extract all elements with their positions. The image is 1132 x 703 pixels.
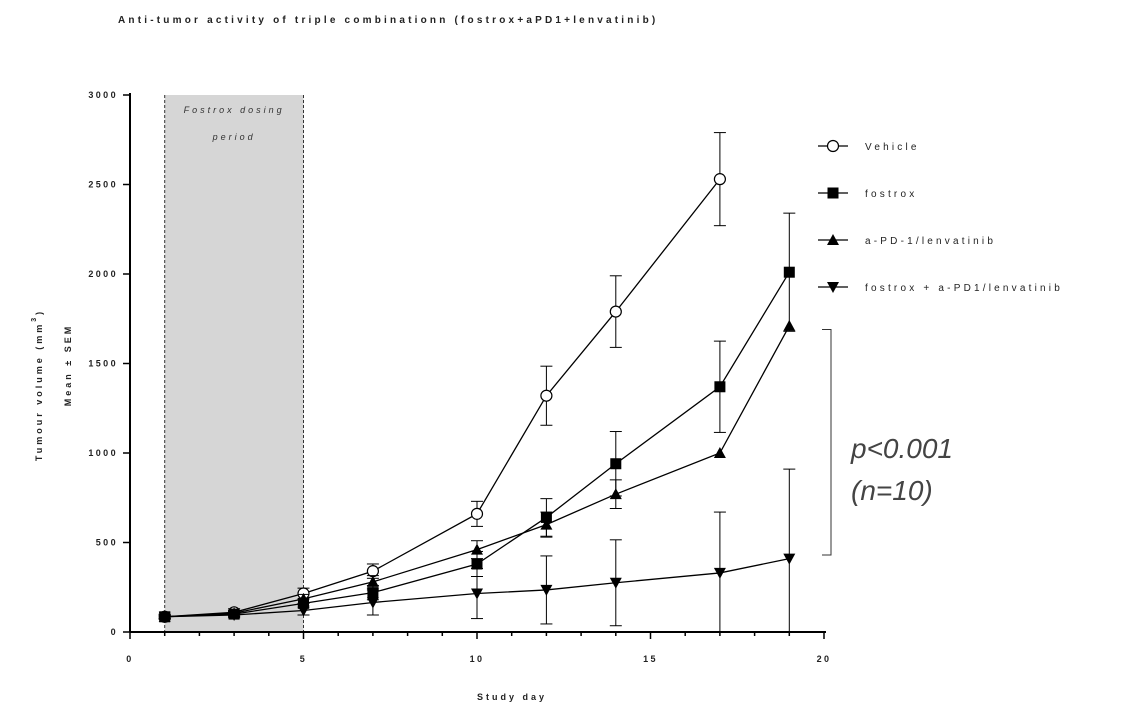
data-point	[609, 305, 622, 318]
legend-item: fostrox + a-PD1/lenvatinib	[818, 282, 1063, 294]
data-point	[366, 597, 379, 609]
plot-area: Fostrox dosing period 0 5 10 15 20 0 500 1000 1500…	[88, 90, 832, 664]
data-point	[297, 605, 310, 617]
legend-label: fostrox + a-PD1/lenvatinib	[865, 283, 1063, 294]
significance-annotation: p<0.001 (n=10)	[822, 328, 953, 556]
x-tick-label: 0	[126, 654, 133, 664]
data-point	[540, 584, 553, 596]
legend-label: Vehicle	[865, 142, 920, 153]
data-point	[714, 381, 726, 393]
legend-marker	[827, 187, 839, 199]
data-point	[713, 567, 726, 579]
y-axis-label-close: )	[34, 309, 44, 315]
y-axis-label-line1: Tumour volume (mm3)	[31, 309, 44, 461]
chart-title: Anti-tumor activity of triple combinatio…	[118, 15, 658, 26]
data-point	[471, 543, 483, 555]
dosing-period-shade	[164, 95, 304, 632]
legend-item: Vehicle	[818, 139, 920, 153]
data-point	[366, 575, 379, 587]
y-axis-label-superscript: 3	[31, 315, 38, 322]
y-tick-label: 2000	[88, 269, 118, 279]
legend-label: a-PD-1/lenvatinib	[865, 236, 996, 247]
y-axis-label-main: Tumour volume (mm	[34, 322, 44, 461]
x-tick-label: 15	[643, 654, 658, 664]
x-axis-label: Study day	[477, 692, 547, 702]
legend-label: fostrox	[865, 189, 917, 200]
dosing-period-label-line1: Fostrox dosing	[184, 105, 285, 115]
series-line	[164, 178, 721, 618]
data-point	[783, 266, 795, 278]
x-tick-label: 10	[470, 654, 485, 664]
data-point	[471, 588, 483, 600]
legend: Vehicle fostrox a-PD-1/lenvatinib fostrox +…	[818, 139, 1063, 294]
legend-item: a-PD-1/lenvatinib	[818, 234, 996, 247]
data-point	[713, 447, 726, 458]
significance-bracket	[822, 328, 832, 556]
y-tick-label: 2500	[88, 180, 118, 190]
legend-marker	[827, 282, 839, 293]
legend-marker	[827, 234, 839, 245]
legend-marker	[826, 139, 840, 153]
data-point	[158, 611, 171, 623]
data-point	[783, 553, 796, 565]
svg-text:Tumour volume (mm3): Tumour volume (mm3)	[31, 309, 44, 461]
data-point	[610, 458, 622, 470]
y-tick-label: 0	[111, 627, 118, 637]
data-point	[297, 592, 310, 604]
y-tick-label: 500	[96, 538, 118, 548]
data-point	[609, 577, 622, 589]
data-point	[471, 558, 483, 570]
n-value-text: (n=10)	[851, 475, 933, 506]
series-3	[158, 468, 796, 633]
p-value-text: p<0.001	[850, 433, 953, 464]
data-point	[366, 565, 379, 578]
y-tick-label: 1000	[88, 448, 118, 458]
data-point	[713, 173, 727, 186]
legend-item: fostrox	[818, 187, 917, 200]
y-tick-label: 1500	[88, 359, 118, 369]
dosing-period-label-line2: period	[212, 132, 256, 142]
data-point	[783, 319, 796, 331]
y-axis-label-line2-group: Mean ± SEM	[63, 324, 73, 406]
x-tick-label: 5	[300, 654, 307, 664]
data-point	[540, 518, 553, 530]
data-point	[228, 609, 241, 621]
y-axis-label-line2: Mean ± SEM	[63, 324, 73, 406]
x-tick-label: 20	[817, 654, 832, 664]
y-tick-label: 3000	[88, 90, 118, 100]
data-point	[540, 389, 553, 402]
data-point	[470, 507, 484, 520]
data-point	[609, 488, 622, 500]
